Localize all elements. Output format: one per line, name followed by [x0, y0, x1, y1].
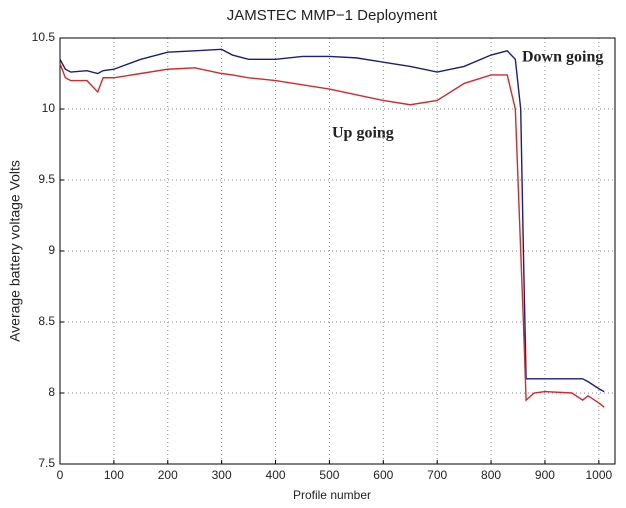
y-tick-label: 10.5: [32, 30, 56, 44]
series-label: Down going: [522, 49, 603, 66]
x-tick-label: 100: [104, 468, 124, 482]
y-tick-label: 7.5: [38, 456, 55, 470]
series-label: Up going: [332, 125, 394, 142]
x-tick-label: 300: [212, 468, 232, 482]
x-axis-label: Profile number: [293, 488, 371, 502]
data-line: [59, 48, 605, 393]
x-tick-label: 600: [373, 468, 393, 482]
y-tick-label: 8.5: [38, 314, 55, 328]
x-tick-label: 500: [319, 468, 339, 482]
x-tick-label: 200: [158, 468, 178, 482]
plot-frame: [59, 37, 616, 465]
chart-title: JAMSTEC MMP−1 Deployment: [227, 7, 438, 24]
y-tick-label: 9.5: [38, 172, 55, 186]
y-tick-label: 9: [48, 243, 55, 257]
x-tick-label: 800: [481, 468, 501, 482]
x-tick-label: 700: [427, 468, 447, 482]
x-tick-label: 900: [535, 468, 555, 482]
y-tick-label: 8: [48, 385, 55, 399]
data-line: [59, 63, 605, 408]
x-tick-label: 1000: [585, 468, 612, 482]
y-tick-label: 10: [42, 101, 56, 115]
x-tick-label: 0: [57, 468, 64, 482]
x-tick-label: 400: [266, 468, 286, 482]
y-axis-label: Average battery voltage Volts: [7, 160, 23, 342]
